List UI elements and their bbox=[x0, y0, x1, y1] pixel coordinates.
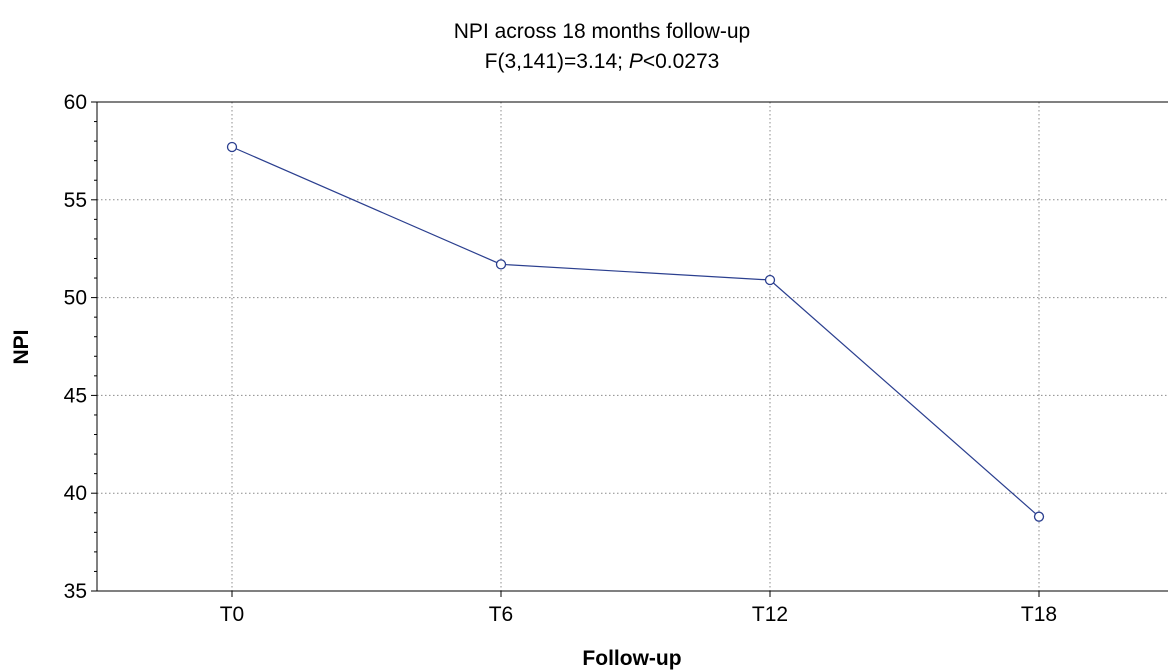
chart-title: NPI across 18 months follow-up bbox=[454, 20, 750, 43]
data-point bbox=[764, 274, 776, 286]
x-tick-label: T18 bbox=[1021, 603, 1057, 626]
axes: 35 40 45 50 55 60 T0 T6 T12 T18 bbox=[64, 91, 1168, 626]
x-tick-label: T6 bbox=[489, 603, 514, 626]
series-line bbox=[231, 146, 1040, 518]
data-point bbox=[495, 259, 507, 270]
series bbox=[226, 141, 1045, 522]
y-tick-label: 35 bbox=[64, 580, 87, 603]
y-tick-label: 55 bbox=[64, 189, 87, 212]
data-point bbox=[1033, 511, 1045, 522]
y-tick-label: 60 bbox=[64, 91, 87, 114]
y-tick-label: 45 bbox=[64, 384, 87, 407]
data-point bbox=[226, 141, 238, 153]
y-tick-label: 50 bbox=[64, 287, 87, 310]
x-tick-label: T0 bbox=[220, 603, 245, 626]
x-tick-label: T12 bbox=[752, 603, 788, 626]
chart-subtitle: F(3,141)=3.14; P<0.0273 bbox=[485, 50, 720, 73]
subtitle-part-2: <0.0273 bbox=[643, 50, 720, 73]
grid bbox=[97, 101, 1168, 591]
subtitle-part-0: F(3,141)=3.14; bbox=[485, 50, 629, 73]
x-axis-label: Follow-up bbox=[582, 647, 681, 670]
y-tick-label: 40 bbox=[64, 482, 87, 505]
subtitle-part-1: P bbox=[629, 50, 643, 73]
y-axis-label: NPI bbox=[10, 329, 33, 364]
